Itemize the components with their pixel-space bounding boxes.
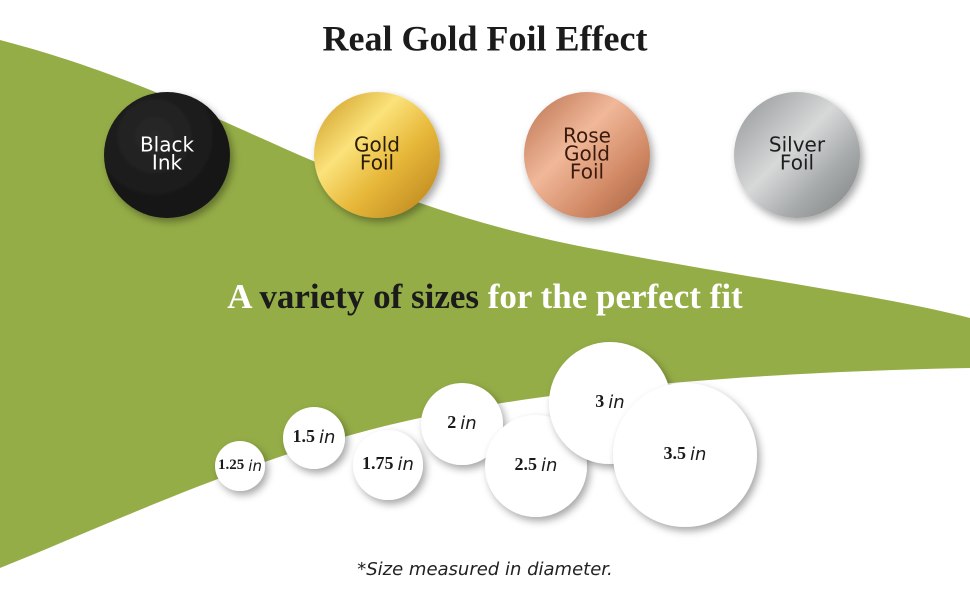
subtitle-part: variety of sizes [259, 277, 479, 316]
size-label: 1.75 in [362, 453, 414, 475]
size-unit: in [319, 427, 335, 448]
size-unit: in [690, 444, 706, 465]
subtitle-part: A [227, 277, 253, 316]
size-circle [485, 415, 587, 517]
size-number: 1.25 [218, 457, 244, 473]
size-circle [613, 383, 757, 527]
foil-label-line: Gold [354, 133, 400, 157]
size-label: 3 in [595, 391, 624, 413]
size-unit: in [398, 454, 414, 475]
size-unit: in [541, 455, 557, 476]
size-number: 3.5 [664, 443, 687, 463]
size-number: 3 [595, 391, 604, 411]
size-circle [353, 430, 423, 500]
foil-label: Rose Gold Foil [563, 124, 611, 184]
foil-label-line: Silver [769, 133, 826, 157]
foil-swatch [104, 92, 230, 218]
foil-label: Black Ink [140, 133, 195, 175]
size-unit: in [608, 392, 624, 413]
size-circle [215, 441, 265, 491]
foil-label: Silver Foil [769, 133, 826, 175]
foil-label-line: Rose [563, 124, 611, 148]
size-circles: 1.25 in1.5 in1.75 in2 in2.5 in3 in3.5 in [215, 342, 757, 527]
subtitle-part: for the perfect fit [488, 277, 743, 316]
foil-swatch [734, 92, 860, 218]
footnote: *Size measured in diameter. [357, 559, 613, 580]
foil-label-line: Gold [564, 142, 610, 166]
foil-label-line: Foil [780, 151, 814, 175]
foil-swatch [524, 92, 650, 218]
size-number: 2.5 [515, 454, 538, 474]
size-number: 1.5 [293, 426, 316, 446]
foil-label: Gold Foil [354, 133, 400, 175]
foil-label-line: Foil [570, 160, 604, 184]
foil-swatch [314, 92, 440, 218]
size-label: 2.5 in [515, 454, 558, 476]
size-label: 2 in [447, 412, 476, 434]
foil-label-line: Foil [360, 151, 394, 175]
size-label: 3.5 in [664, 443, 707, 465]
size-number: 1.75 [362, 453, 394, 473]
foil-label-line: Ink [152, 151, 183, 175]
size-label: 1.25 in [218, 457, 262, 475]
title: Real Gold Foil Effect [323, 18, 648, 58]
size-unit: in [460, 413, 476, 434]
green-wave [0, 40, 970, 568]
size-circle [283, 407, 345, 469]
foil-label-line: Black [140, 133, 195, 157]
size-number: 2 [447, 412, 456, 432]
subtitle: A variety of sizes for the perfect fit [227, 277, 743, 316]
size-label: 1.5 in [293, 426, 336, 448]
size-circle [421, 383, 503, 465]
size-unit: in [248, 457, 262, 475]
